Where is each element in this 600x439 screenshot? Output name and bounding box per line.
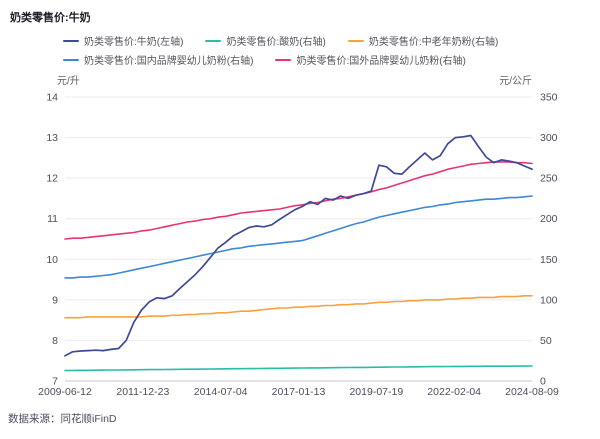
y-axis-right-tick-label: 50	[540, 335, 552, 347]
x-axis-tick-label: 2019-07-19	[349, 386, 403, 398]
y-axis-left-tick-label: 9	[52, 294, 58, 306]
x-axis-tick-label: 2024-08-09	[505, 386, 559, 398]
series-line-3	[64, 195, 533, 279]
y-axis-left-tick-label: 12	[46, 173, 58, 185]
series-line-0	[64, 134, 533, 357]
legend-line-swatch	[63, 39, 79, 42]
left-axis-unit-label: 元/升	[57, 76, 80, 87]
y-axis-left-tick-label: 14	[46, 92, 58, 104]
y-axis-right-tick-label: 0	[540, 376, 546, 388]
legend-item[interactable]: 奶类零售价:国外品牌婴幼儿奶粉(右轴)	[275, 52, 466, 67]
legend-line-swatch	[205, 39, 222, 42]
y-axis-right-tick-label: 150	[540, 254, 558, 266]
legend-line-swatch	[63, 58, 79, 61]
data-source-label: 数据来源：同花顺iFinD	[8, 413, 117, 425]
y-axis-left-tick-label: 8	[52, 335, 58, 347]
legend-label: 奶类零售价:牛奶(左轴)	[84, 37, 184, 48]
legend-item[interactable]: 奶类零售价:国内品牌婴幼儿奶粉(右轴)	[63, 52, 253, 67]
legend-item[interactable]: 奶类零售价:中老年奶粉(右轴)	[347, 33, 499, 48]
y-axis-left-tick-label: 10	[46, 254, 58, 266]
legend-label: 奶类零售价:酸奶(右轴)	[226, 37, 326, 48]
series-line-1	[64, 365, 533, 372]
chart-title: 奶类零售价:牛奶	[10, 12, 91, 24]
x-axis-tick-label: 2017-01-13	[272, 386, 326, 398]
legend-line-swatch	[347, 39, 364, 42]
y-axis-right-tick-label: 250	[540, 173, 558, 185]
x-axis-tick-label: 2011-12-23	[116, 386, 169, 398]
legend-row: 奶类零售价:国内品牌婴幼儿奶粉(右轴) 奶类零售价:国外品牌婴幼儿奶粉(右轴)	[63, 52, 563, 67]
right-axis-unit-label: 元/公斤	[499, 76, 532, 87]
legend-label: 奶类零售价:国内品牌婴幼儿奶粉(右轴)	[84, 56, 254, 67]
y-axis-left-tick-label: 7	[52, 376, 58, 388]
legend-item[interactable]: 奶类零售价:牛奶(左轴)	[63, 33, 183, 48]
legend-item[interactable]: 奶类零售价:酸奶(右轴)	[205, 33, 326, 48]
legend: 奶类零售价:牛奶(左轴) 奶类零售价:酸奶(右轴) 奶类零售价:中老年奶粉(右轴) …	[63, 33, 563, 67]
x-axis-tick-label: 2014-07-04	[194, 386, 248, 398]
legend-line-swatch	[275, 58, 292, 61]
x-axis-tick-label: 2009-06-12	[38, 386, 92, 398]
y-axis-right-tick-label: 350	[540, 92, 558, 104]
legend-row: 奶类零售价:牛奶(左轴) 奶类零售价:酸奶(右轴) 奶类零售价:中老年奶粉(右轴)	[63, 33, 563, 48]
y-axis-left-tick-label: 13	[46, 132, 58, 144]
legend-label: 奶类零售价:中老年奶粉(右轴)	[368, 37, 499, 48]
y-axis-right-tick-label: 200	[540, 213, 558, 225]
y-axis-left-tick-label: 11	[47, 213, 58, 225]
legend-label: 奶类零售价:国外品牌婴幼儿奶粉(右轴)	[296, 56, 466, 67]
x-axis-tick-label: 2022-02-04	[427, 386, 481, 398]
y-axis-right-tick-label: 100	[540, 294, 558, 306]
series-line-4	[64, 161, 533, 240]
y-axis-right-tick-label: 300	[540, 132, 558, 144]
series-line-2	[64, 294, 533, 319]
